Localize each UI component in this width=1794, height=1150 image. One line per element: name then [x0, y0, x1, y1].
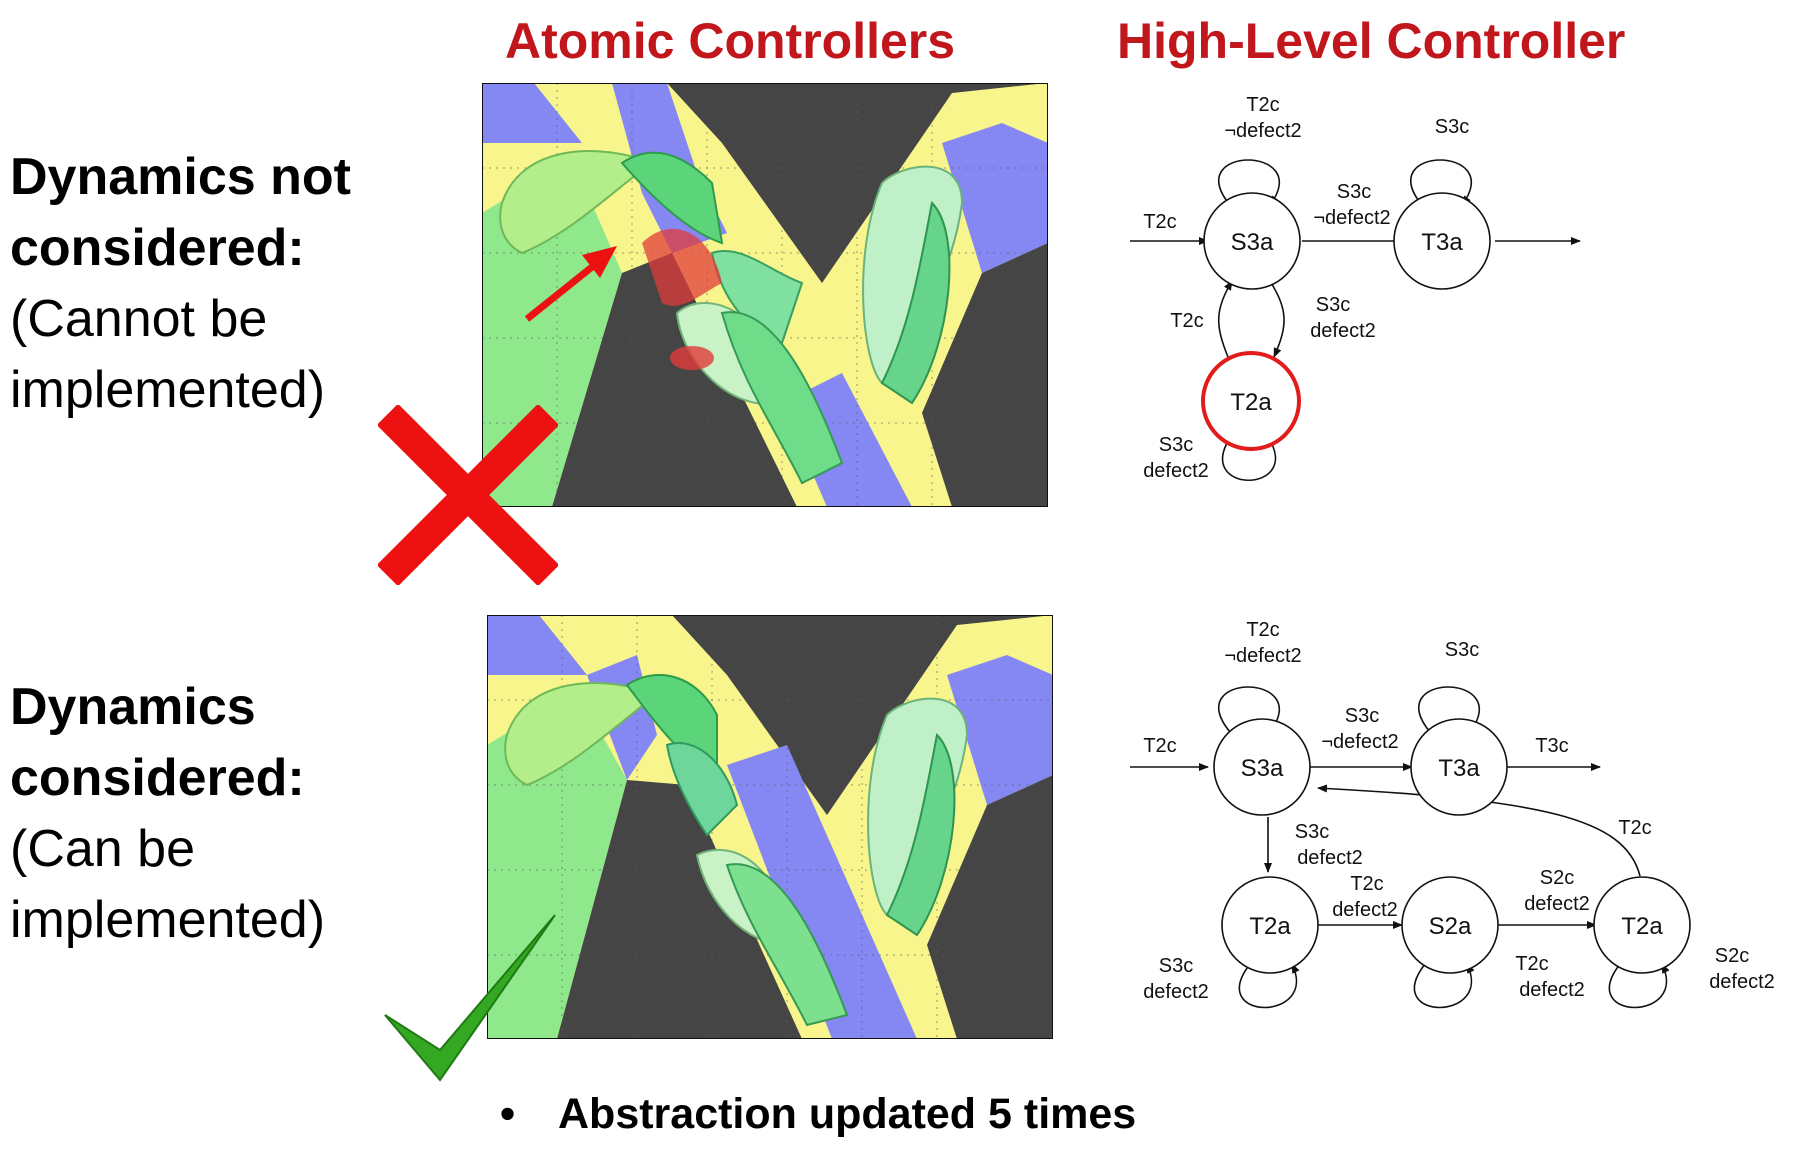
edge-label-t2a-s2a-2: defect2	[1332, 899, 1398, 921]
edge-label-s3a-t3a-2: ¬defect2	[1313, 207, 1390, 229]
edge-label-s3a-t2a-2: defect2	[1297, 847, 1363, 869]
controller-tubes	[499, 150, 964, 485]
edge-label-s2a-self-1: T2c	[1515, 953, 1548, 975]
edge-label-in: T2c	[1143, 211, 1176, 233]
simulation-panel-top	[482, 83, 1048, 507]
edge-label-s3a-self-2: ¬defect2	[1224, 120, 1301, 142]
edge-t2a2-self	[1608, 963, 1670, 1009]
region-blue-d	[727, 745, 917, 1039]
edge-label-t2a2-self-1: S2c	[1715, 945, 1749, 967]
state-s3a	[1203, 192, 1301, 290]
node-label-t2a: T2a	[1230, 389, 1272, 416]
row-1-label: Dynamics not considered: (Cannot be impl…	[10, 142, 351, 426]
node-label-s3a: S3a	[1231, 229, 1274, 256]
edge-t2a-self	[1221, 434, 1277, 481]
edge-label-t2a1-self-2: defect2	[1143, 981, 1209, 1003]
row-1-title-line-2: considered:	[10, 219, 305, 277]
failed-controller-highlight	[642, 228, 722, 306]
node-label-t2a-1: T2a	[1249, 913, 1291, 940]
obstacle-left	[557, 780, 802, 1039]
edge-s2a-self	[1413, 963, 1475, 1009]
bullet-symbol: •	[500, 1090, 516, 1138]
edge-s3a-self	[1218, 686, 1280, 733]
row-2-title-line-2: considered:	[10, 749, 305, 807]
edge-label-in: T2c	[1143, 735, 1176, 757]
row-2-title-line-1: Dynamics	[10, 678, 256, 736]
region-blue-e	[942, 123, 1048, 273]
green-check-icon	[384, 914, 556, 1082]
edge-s3a-t2a	[1269, 280, 1285, 358]
bullet-point: • Abstraction updated 5 times	[500, 1090, 1136, 1139]
state-t2a-highlighted	[1201, 351, 1301, 451]
edge-label-t3a-self: S3c	[1435, 116, 1469, 138]
controller-graph-top: S3a T3a T2a T2c T2c ¬defect2 S3c S3c ¬de…	[1130, 94, 1581, 482]
region-yellow-b	[857, 865, 953, 1039]
row-1-note-line-2: implemented)	[10, 361, 326, 419]
row-2-note-line-2: implemented)	[10, 891, 326, 949]
region-yellow-b	[852, 333, 948, 507]
simulation-panel-bottom	[487, 615, 1053, 1039]
node-label-t3a: T3a	[1421, 229, 1463, 256]
node-label-t3a: T3a	[1438, 755, 1480, 782]
edge-label-t2a2-self-2: defect2	[1709, 971, 1775, 993]
atomic-controllers-heading: Atomic Controllers	[505, 13, 956, 69]
edge-label-s3a-t2a-1: S3c	[1316, 294, 1350, 316]
edge-t3a-self	[1410, 159, 1472, 206]
red-arrow-line	[524, 260, 600, 322]
edge-s3a-self	[1218, 159, 1280, 206]
row-1-note-line-1: (Cannot be	[10, 290, 268, 348]
obstacle-left	[552, 253, 797, 507]
edge-t3a-self	[1418, 686, 1480, 733]
state-t2a-1	[1221, 876, 1319, 974]
edge-t2a-s3a	[1217, 280, 1233, 358]
edge-label-t3a-self: S3c	[1445, 639, 1479, 661]
row-2-label: Dynamics considered: (Can be implemented…	[10, 672, 325, 956]
edge-label-s3a-self-1: T2c	[1246, 619, 1279, 641]
edge-label-s3a-t2a-1: S3c	[1295, 821, 1329, 843]
node-label-s2a: S2a	[1429, 913, 1472, 940]
edge-label-s2a-t2a-2: defect2	[1524, 893, 1590, 915]
region-blue-a	[482, 83, 582, 143]
edge-label-t3a-out: T3c	[1535, 735, 1568, 757]
node-label-t2a-2: T2a	[1621, 913, 1663, 940]
state-t3a	[1393, 192, 1491, 290]
edge-label-s3a-self-2: ¬defect2	[1224, 645, 1301, 667]
high-level-controller-heading: High-Level Controller	[1117, 13, 1626, 69]
row-2-note-line-1: (Can be	[10, 820, 195, 878]
state-t3a	[1410, 718, 1508, 816]
edge-label-t2a-self-1: S3c	[1159, 434, 1193, 456]
edge-label-s3a-t3a-1: S3c	[1345, 705, 1379, 727]
edge-label-s3a-self-1: T2c	[1246, 94, 1279, 116]
controller-graph-bottom: S3a T3a T2a S2a T2a T2c T2c ¬defect2 S3c…	[1130, 619, 1775, 1009]
edge-label-back: T2c	[1618, 817, 1651, 839]
controller-tubes	[504, 674, 969, 1027]
edge-label-t2a-s2a-1: T2c	[1350, 873, 1383, 895]
row-1-title-line-1: Dynamics not	[10, 148, 351, 206]
red-arrow-head	[582, 246, 617, 278]
state-s2a	[1401, 876, 1499, 974]
edge-label-t2a-s3a: T2c	[1170, 310, 1203, 332]
state-t2a-2	[1593, 876, 1691, 974]
node-label-s3a: S3a	[1241, 755, 1284, 782]
edge-label-s3a-t2a-2: defect2	[1310, 320, 1376, 342]
bullet-text: Abstraction updated 5 times	[558, 1090, 1137, 1138]
red-cross-icon	[378, 405, 558, 585]
edge-label-s3a-t3a-1: S3c	[1337, 181, 1371, 203]
edge-t2a1-self	[1238, 963, 1300, 1009]
obstacle-right	[927, 775, 1053, 1039]
edge-back-t2a-s3a	[1317, 784, 1641, 877]
edge-label-s2a-self-2: defect2	[1519, 979, 1585, 1001]
edge-label-t2a-self-2: defect2	[1143, 460, 1209, 482]
edge-label-s3a-t3a-2: ¬defect2	[1321, 731, 1398, 753]
obstacle-right	[922, 243, 1048, 507]
region-blue-e	[947, 655, 1053, 805]
state-s3a	[1213, 718, 1311, 816]
edge-label-t2a1-self-1: S3c	[1159, 955, 1193, 977]
edge-label-s2a-t2a-1: S2c	[1540, 867, 1574, 889]
region-blue-a	[487, 615, 587, 675]
